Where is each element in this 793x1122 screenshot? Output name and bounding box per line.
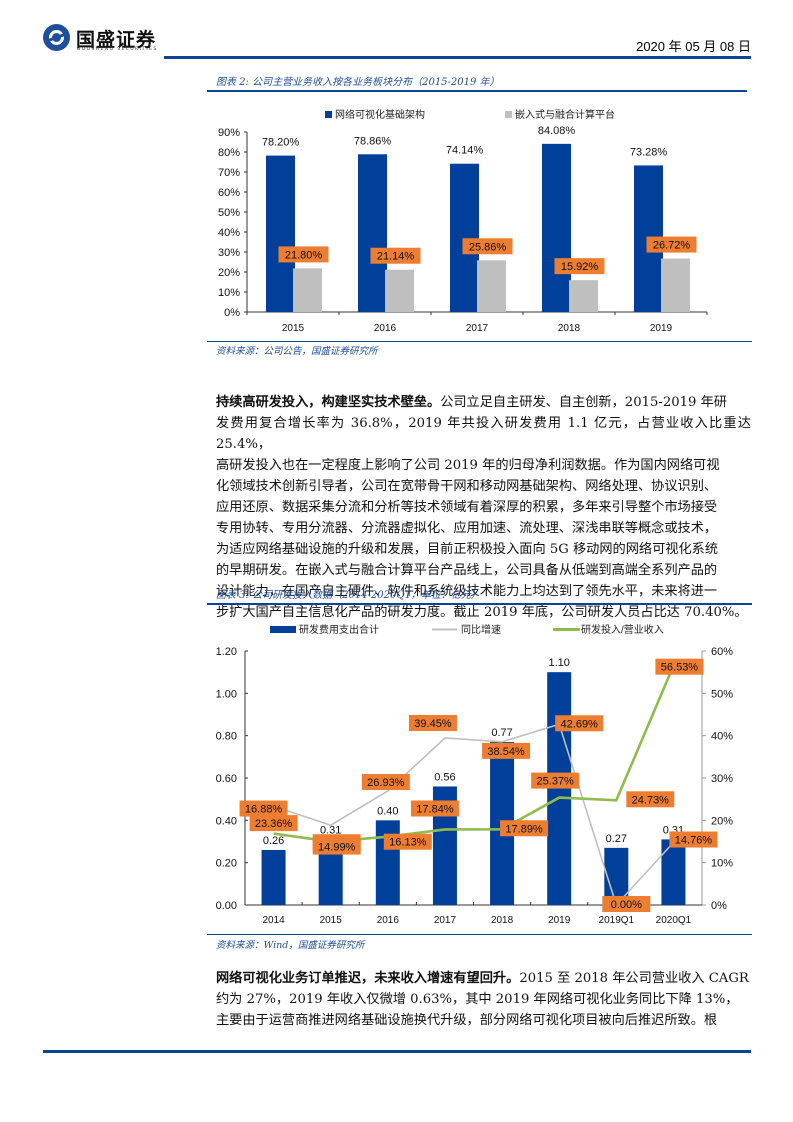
svg-text:26.72%: 26.72% bbox=[653, 240, 691, 252]
svg-text:84.08%: 84.08% bbox=[538, 125, 576, 137]
svg-text:2014: 2014 bbox=[262, 915, 285, 926]
svg-text:2016: 2016 bbox=[374, 323, 397, 334]
figure2-source-line bbox=[207, 341, 752, 342]
svg-text:0.40: 0.40 bbox=[377, 805, 398, 817]
svg-text:0.77: 0.77 bbox=[491, 727, 512, 739]
svg-text:2017: 2017 bbox=[434, 915, 457, 926]
paragraph-revenue-outlook: 网络可视化业务订单推迟，未来收入增速有望回升。2015 至 2018 年公司营业… bbox=[216, 971, 749, 1028]
svg-text:38.54%: 38.54% bbox=[487, 746, 525, 758]
svg-text:60%: 60% bbox=[218, 187, 240, 199]
logo-text-en: GUOSHENG SECURITIES bbox=[77, 47, 158, 52]
logo-text-cn: 国盛证券 bbox=[76, 29, 157, 51]
svg-text:2018: 2018 bbox=[491, 915, 514, 926]
svg-text:50%: 50% bbox=[711, 688, 733, 700]
svg-text:40%: 40% bbox=[711, 731, 733, 743]
svg-text:1.00: 1.00 bbox=[216, 688, 237, 700]
logo-emblem-icon bbox=[43, 24, 70, 51]
report-date: 2020 年 05 月 08 日 bbox=[636, 39, 751, 54]
figure2-source: 资料来源：公司公告，国盛证券研究所 bbox=[216, 346, 378, 357]
paragraph2-lead: 网络可视化业务订单推迟，未来收入增速有望回升。 bbox=[216, 971, 520, 986]
svg-text:研发费用支出合计: 研发费用支出合计 bbox=[299, 623, 379, 636]
svg-text:嵌入式与融合计算平台: 嵌入式与融合计算平台 bbox=[515, 108, 615, 121]
svg-text:0.26: 0.26 bbox=[263, 835, 284, 847]
svg-text:56.53%: 56.53% bbox=[661, 662, 699, 674]
svg-text:21.14%: 21.14% bbox=[377, 251, 415, 263]
svg-text:0.00: 0.00 bbox=[216, 900, 237, 912]
svg-text:15.92%: 15.92% bbox=[561, 261, 599, 273]
svg-text:0.40: 0.40 bbox=[216, 815, 237, 827]
figure3-caption: 图表 3: 公司研发投入数据（2014-2020Q1，单位：亿元） bbox=[216, 590, 481, 601]
legend-swatch-series2 bbox=[505, 111, 512, 118]
svg-text:60%: 60% bbox=[711, 646, 733, 658]
svg-text:39.45%: 39.45% bbox=[414, 718, 452, 730]
svg-text:70%: 70% bbox=[218, 167, 240, 179]
svg-text:2019: 2019 bbox=[548, 915, 571, 926]
figure3-source: 资料来源：Wind，国盛证券研究所 bbox=[216, 940, 365, 951]
legend-swatch-series1 bbox=[325, 111, 332, 118]
svg-text:2018: 2018 bbox=[558, 323, 581, 334]
svg-text:0.20: 0.20 bbox=[216, 858, 237, 870]
svg-text:0.56: 0.56 bbox=[434, 771, 455, 783]
svg-text:2020Q1: 2020Q1 bbox=[656, 915, 692, 926]
svg-text:23.36%: 23.36% bbox=[255, 818, 293, 830]
figure3-source-line bbox=[207, 934, 752, 935]
svg-text:40%: 40% bbox=[218, 227, 240, 239]
svg-text:78.20%: 78.20% bbox=[262, 137, 300, 149]
svg-text:14.99%: 14.99% bbox=[318, 842, 356, 854]
svg-text:73.28%: 73.28% bbox=[630, 146, 668, 158]
svg-text:0%: 0% bbox=[224, 307, 240, 319]
svg-text:10%: 10% bbox=[218, 287, 240, 299]
svg-text:研发投入/营业收入: 研发投入/营业收入 bbox=[581, 623, 664, 636]
figure2-chart: 网络可视化基础架构 嵌入式与融合计算平台 0% 10% 20% 30% 40% 50% 60% 7… bbox=[218, 108, 708, 334]
svg-text:2015: 2015 bbox=[282, 323, 305, 334]
svg-text:2019Q1: 2019Q1 bbox=[599, 915, 635, 926]
svg-text:16.88%: 16.88% bbox=[245, 804, 283, 816]
svg-text:90%: 90% bbox=[218, 127, 240, 139]
paragraph-rd-investment: 持续高研发投入，构建坚实技术壁垒。公司立足自主研发、自主创新，2015-2019… bbox=[216, 395, 751, 620]
figure2-caption-line bbox=[207, 90, 747, 92]
svg-text:17.89%: 17.89% bbox=[505, 823, 543, 835]
svg-text:1.20: 1.20 bbox=[216, 646, 237, 658]
svg-text:2017: 2017 bbox=[466, 323, 489, 334]
svg-text:74.14%: 74.14% bbox=[446, 145, 484, 157]
svg-text:0.80: 0.80 bbox=[216, 731, 237, 743]
figure3-caption-line bbox=[207, 603, 752, 605]
svg-text:0.60: 0.60 bbox=[216, 773, 237, 785]
svg-text:42.69%: 42.69% bbox=[561, 718, 599, 730]
svg-text:同比增速: 同比增速 bbox=[461, 623, 501, 636]
svg-text:20%: 20% bbox=[218, 267, 240, 279]
svg-text:24.73%: 24.73% bbox=[632, 794, 670, 806]
svg-text:2016: 2016 bbox=[377, 915, 400, 926]
svg-text:0%: 0% bbox=[711, 900, 727, 912]
svg-text:80%: 80% bbox=[218, 147, 240, 159]
svg-text:25.37%: 25.37% bbox=[537, 776, 575, 788]
svg-text:14.76%: 14.76% bbox=[675, 835, 713, 847]
figure3-chart: 研发费用支出合计 同比增速 研发投入/营业收入 0.00 0.20 0.40 0.60 0.8… bbox=[216, 623, 734, 926]
svg-text:1.10: 1.10 bbox=[548, 657, 569, 669]
svg-text:0.00%: 0.00% bbox=[611, 899, 642, 911]
svg-text:30%: 30% bbox=[711, 773, 733, 785]
svg-text:17.84%: 17.84% bbox=[416, 803, 454, 815]
company-logo: 国盛证券 GUOSHENG SECURITIES bbox=[43, 24, 163, 56]
svg-text:26.93%: 26.93% bbox=[367, 777, 405, 789]
svg-text:2015: 2015 bbox=[320, 915, 343, 926]
svg-text:25.86%: 25.86% bbox=[469, 241, 507, 253]
svg-text:2019: 2019 bbox=[650, 323, 673, 334]
svg-text:21.80%: 21.80% bbox=[285, 249, 323, 261]
footer-divider bbox=[43, 1050, 751, 1053]
svg-text:0.27: 0.27 bbox=[606, 833, 627, 845]
svg-text:16.13%: 16.13% bbox=[389, 837, 427, 849]
svg-text:30%: 30% bbox=[218, 247, 240, 259]
svg-text:78.86%: 78.86% bbox=[354, 135, 392, 147]
svg-text:0.31: 0.31 bbox=[320, 824, 341, 836]
header-divider bbox=[164, 56, 751, 59]
svg-text:50%: 50% bbox=[218, 207, 240, 219]
svg-text:20%: 20% bbox=[711, 815, 733, 827]
svg-text:10%: 10% bbox=[711, 858, 733, 870]
paragraph1-lead: 持续高研发投入，构建坚实技术壁垒。 bbox=[216, 395, 441, 410]
svg-text:网络可视化基础架构: 网络可视化基础架构 bbox=[335, 108, 425, 121]
figure2-caption: 图表 2: 公司主营业务收入按各业务板块分布（2015-2019 年） bbox=[216, 77, 500, 88]
